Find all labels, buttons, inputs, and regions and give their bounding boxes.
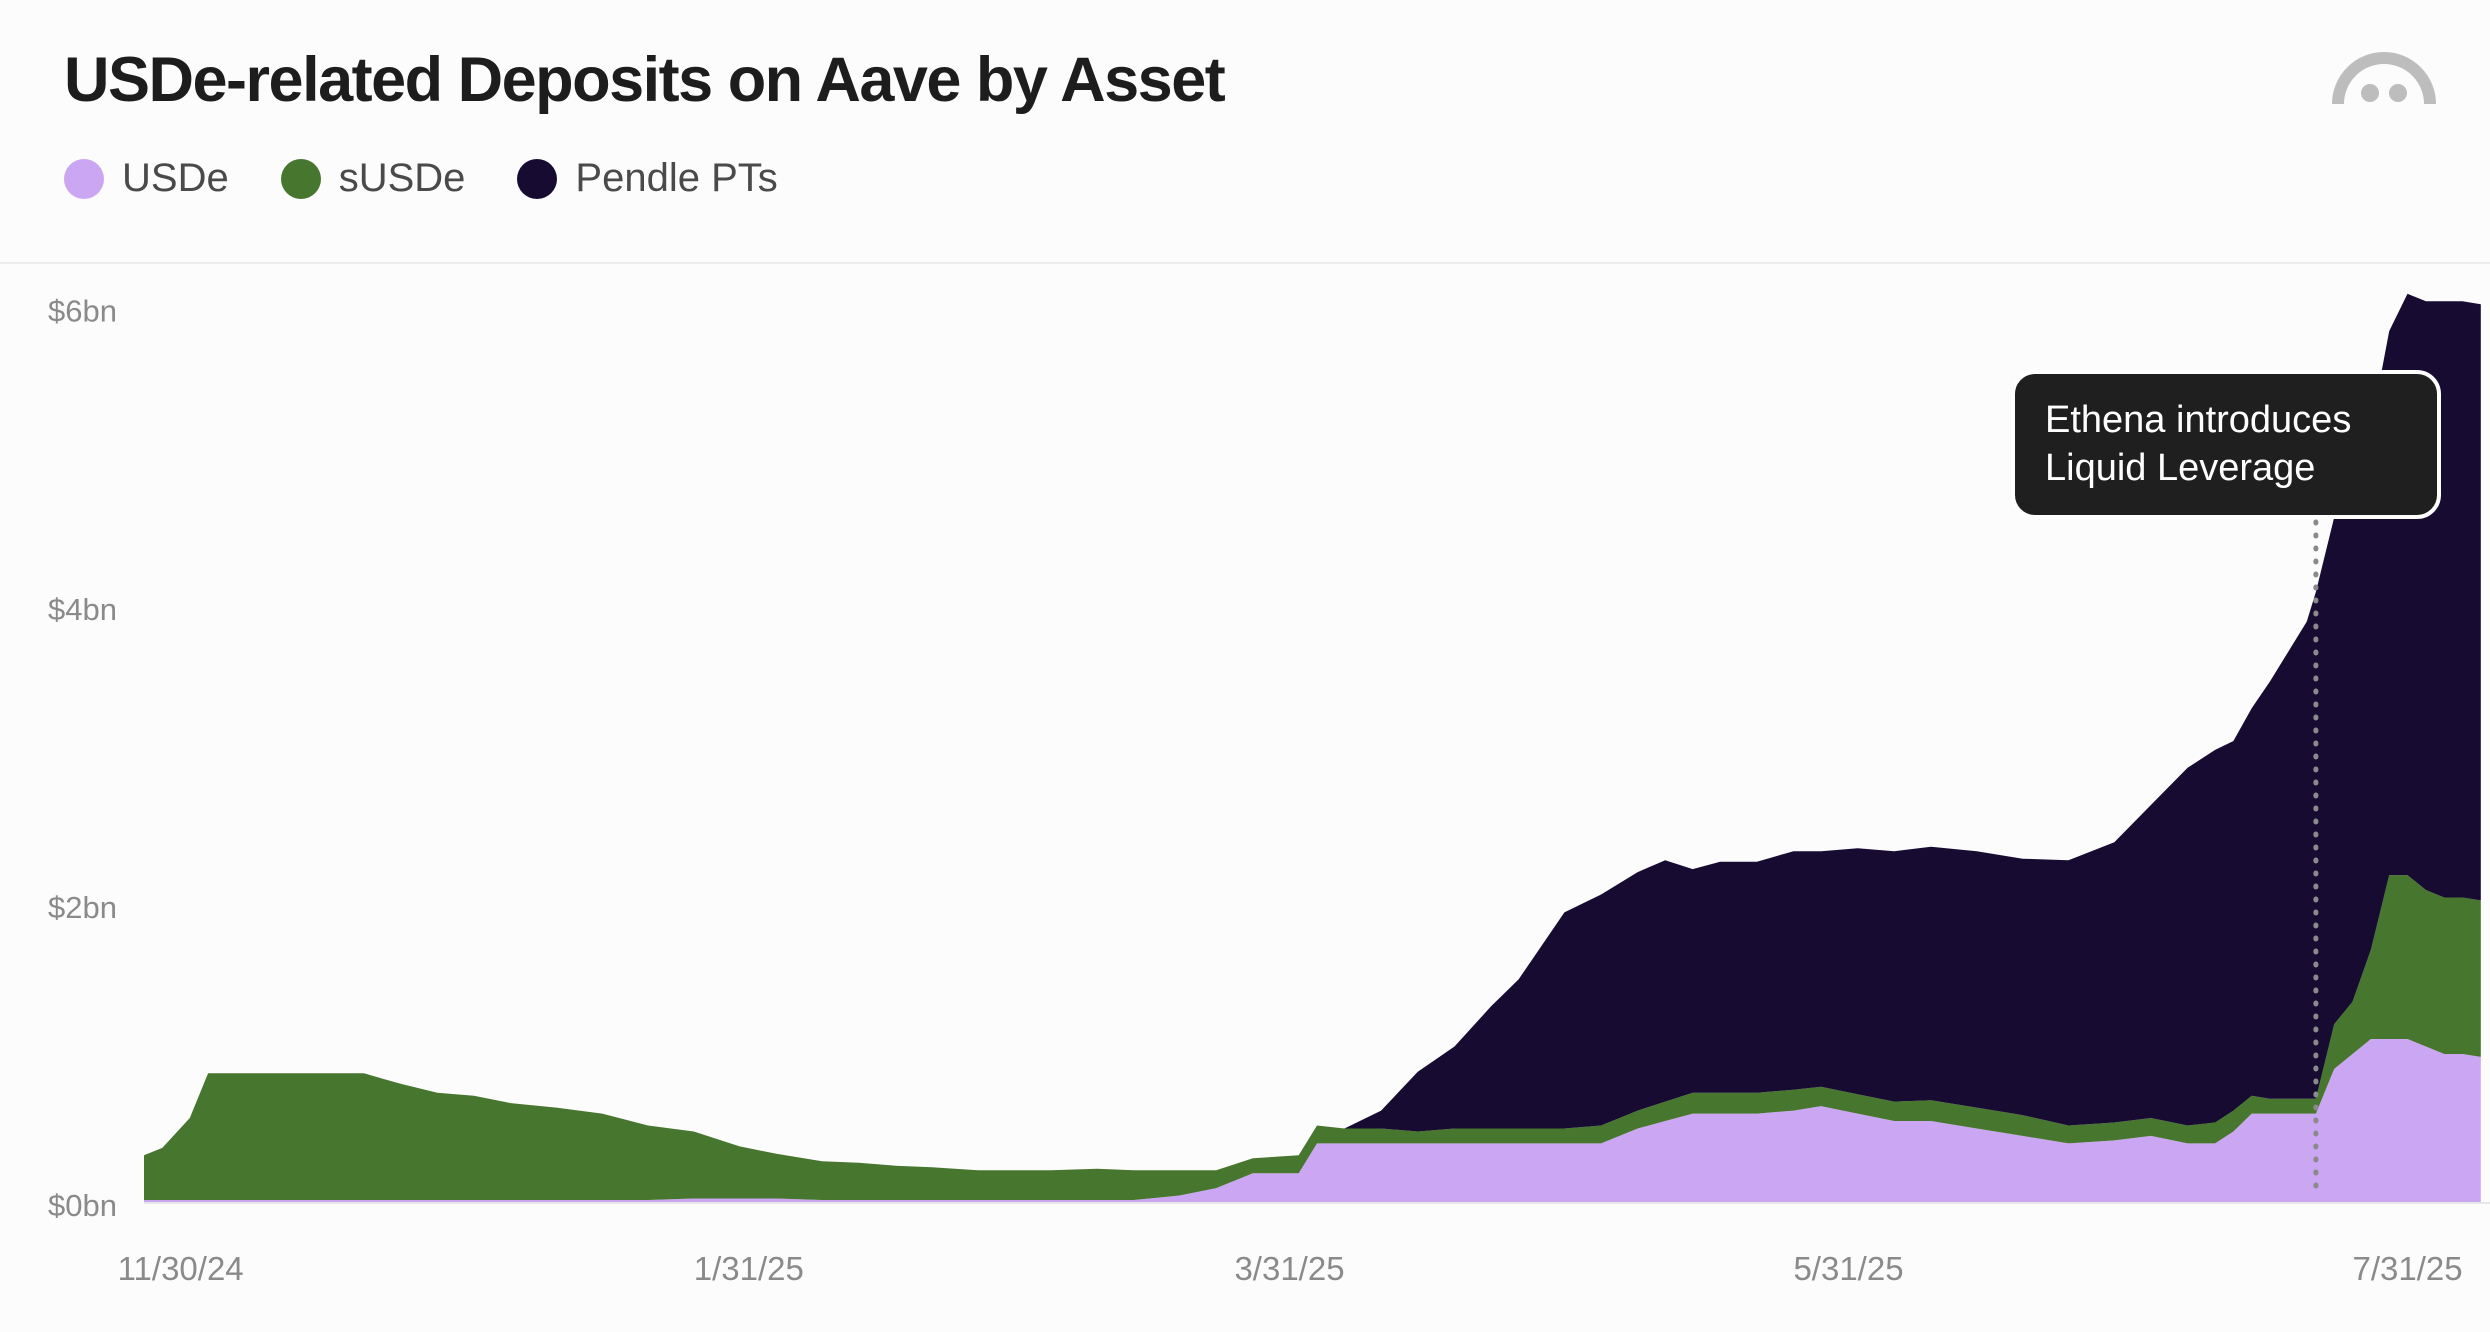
x-tick-label: 7/31/25 <box>2352 1250 2462 1287</box>
chart-header: USDe-related Deposits on Aave by Asset U… <box>0 0 2490 262</box>
chart-legend: USDe sUSDe Pendle PTs <box>64 156 830 201</box>
chart-title: USDe-related Deposits on Aave by Asset <box>64 45 1226 115</box>
x-tick-label: 11/30/24 <box>118 1250 244 1287</box>
x-tick-label: 3/31/25 <box>1234 1250 1344 1287</box>
chart-areas <box>144 293 2481 1203</box>
legend-swatch-susde <box>280 158 321 199</box>
area-pendle-pts <box>144 293 2481 1171</box>
y-tick-label: $2bn <box>48 890 117 925</box>
x-tick-label: 1/31/25 <box>694 1250 804 1287</box>
annotation: Ethena introduces Liquid Leverage <box>2011 370 2441 1199</box>
y-tick-label: $6bn <box>48 294 117 329</box>
area-usde <box>144 1039 2481 1203</box>
legend-item-pendle-pts[interactable]: Pendle PTs <box>517 156 778 201</box>
x-axis: 11/30/24 1/31/25 3/31/25 5/31/25 7/31/25 <box>118 1250 2463 1287</box>
y-axis: $0bn $2bn $4bn $6bn <box>48 294 117 1223</box>
legend-item-susde[interactable]: sUSDe <box>280 156 466 201</box>
legend-label-usde: USDe <box>122 156 229 200</box>
y-tick-label: $4bn <box>48 592 117 627</box>
x-tick-label: 5/31/25 <box>1793 1250 1903 1287</box>
legend-item-usde[interactable]: USDe <box>64 156 229 201</box>
y-tick-label: $0bn <box>48 1188 117 1223</box>
legend-label-susde: sUSDe <box>338 156 466 200</box>
legend-swatch-pendle-pts <box>517 158 558 199</box>
annotation-text-line-1: Ethena introduces <box>2045 399 2351 441</box>
legend-label-pendle-pts: Pendle PTs <box>575 156 778 200</box>
header-divider <box>0 262 2490 264</box>
annotation-callout <box>2011 370 2441 519</box>
annotation-text-line-2: Liquid Leverage <box>2045 447 2315 489</box>
legend-swatch-usde <box>64 158 104 199</box>
ethena-logo-icon <box>2332 52 2436 105</box>
area-susde <box>144 875 2481 1200</box>
